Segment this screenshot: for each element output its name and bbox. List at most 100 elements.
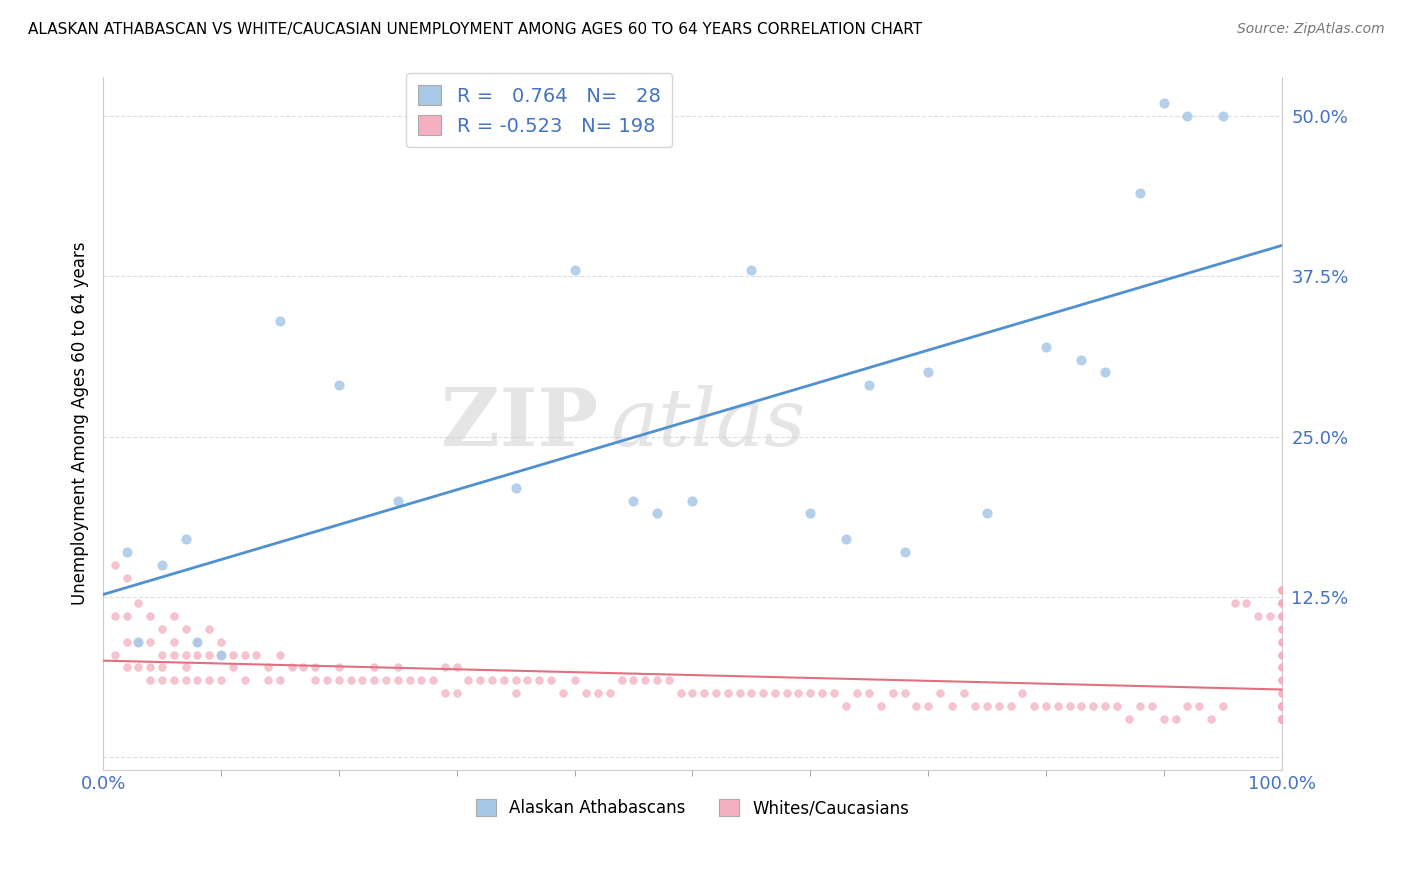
Point [1271, 712, 1294, 726]
Point [1271, 609, 1294, 624]
Point [446, 660, 468, 674]
Point [1271, 712, 1294, 726]
Point [233, 648, 256, 662]
Point [1271, 596, 1294, 610]
Point [1271, 596, 1294, 610]
Point [740, 262, 762, 277]
Point [575, 686, 598, 700]
Point [115, 634, 138, 648]
Point [1271, 698, 1294, 713]
Point [1271, 609, 1294, 624]
Point [1271, 712, 1294, 726]
Point [1271, 660, 1294, 674]
Point [1271, 698, 1294, 713]
Point [776, 686, 799, 700]
Point [457, 673, 479, 688]
Text: ZIP: ZIP [441, 384, 598, 463]
Point [163, 634, 186, 648]
Point [1271, 634, 1294, 648]
Point [1129, 186, 1152, 200]
Point [681, 493, 703, 508]
Point [1271, 712, 1294, 726]
Point [1035, 340, 1057, 354]
Point [610, 673, 633, 688]
Point [1212, 109, 1234, 123]
Point [1271, 698, 1294, 713]
Point [1094, 366, 1116, 380]
Point [1271, 698, 1294, 713]
Point [352, 673, 374, 688]
Point [1046, 698, 1069, 713]
Point [222, 648, 245, 662]
Point [1271, 583, 1294, 598]
Point [186, 648, 208, 662]
Point [387, 660, 409, 674]
Point [198, 648, 221, 662]
Point [1271, 596, 1294, 610]
Point [375, 673, 398, 688]
Point [681, 686, 703, 700]
Point [446, 686, 468, 700]
Point [1271, 673, 1294, 688]
Point [328, 378, 350, 392]
Point [1271, 583, 1294, 598]
Point [1271, 698, 1294, 713]
Point [186, 634, 208, 648]
Point [1164, 712, 1187, 726]
Point [623, 493, 645, 508]
Point [834, 698, 856, 713]
Point [1223, 596, 1246, 610]
Point [1271, 712, 1294, 726]
Point [115, 545, 138, 559]
Point [257, 660, 280, 674]
Point [941, 698, 963, 713]
Point [893, 686, 915, 700]
Point [222, 660, 245, 674]
Point [1271, 698, 1294, 713]
Point [1271, 596, 1294, 610]
Point [1094, 698, 1116, 713]
Point [693, 686, 716, 700]
Point [752, 686, 775, 700]
Point [1177, 109, 1199, 123]
Point [269, 648, 291, 662]
Point [811, 686, 834, 700]
Point [1035, 698, 1057, 713]
Point [127, 634, 149, 648]
Point [717, 686, 740, 700]
Point [976, 698, 998, 713]
Point [834, 532, 856, 546]
Point [870, 698, 893, 713]
Point [1271, 712, 1294, 726]
Point [965, 698, 987, 713]
Point [1271, 673, 1294, 688]
Point [1118, 712, 1140, 726]
Point [905, 698, 928, 713]
Point [292, 660, 315, 674]
Point [787, 686, 810, 700]
Point [846, 686, 869, 700]
Point [1070, 698, 1092, 713]
Point [893, 545, 915, 559]
Point [1000, 698, 1022, 713]
Point [1271, 686, 1294, 700]
Point [669, 686, 692, 700]
Point [1271, 583, 1294, 598]
Point [209, 634, 232, 648]
Point [127, 660, 149, 674]
Point [1271, 698, 1294, 713]
Point [1271, 712, 1294, 726]
Point [198, 673, 221, 688]
Point [634, 673, 657, 688]
Point [115, 660, 138, 674]
Point [1271, 712, 1294, 726]
Point [104, 648, 127, 662]
Text: Source: ZipAtlas.com: Source: ZipAtlas.com [1237, 22, 1385, 37]
Point [505, 481, 527, 495]
Point [882, 686, 904, 700]
Point [658, 673, 681, 688]
Point [1271, 622, 1294, 636]
Point [763, 686, 786, 700]
Point [492, 673, 515, 688]
Y-axis label: Unemployment Among Ages 60 to 64 years: Unemployment Among Ages 60 to 64 years [72, 242, 89, 606]
